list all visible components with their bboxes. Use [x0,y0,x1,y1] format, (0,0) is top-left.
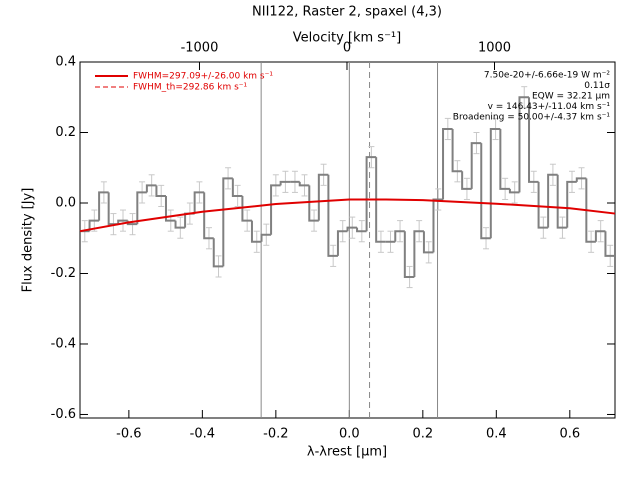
spectrum-bin [98,191,109,221]
spectrum-bin [489,127,501,239]
x2-tick-label: -1000 [181,41,219,56]
spectrum-bin [422,231,434,254]
spectrum-bin [317,173,329,221]
x-tick-label: -0.4 [190,427,215,442]
plot-frame [79,61,616,419]
y-tick-label: 0.0 [55,195,76,210]
spectrum-bin [270,184,281,235]
x-axis-label: λ-λrest [μm] [307,445,387,460]
spectrum-bin [327,174,338,257]
x2-tick-label: 0 [343,41,351,56]
annotation: 0.11σ [584,81,610,91]
spectrum-bin [594,230,606,242]
spectrum-bin [365,156,377,232]
spectrum-bin [556,174,568,229]
spectrum-bin [88,219,100,232]
spectrum-bin [375,157,386,243]
y-tick-label: 0.2 [55,125,76,140]
spectrum-bin [212,238,224,268]
spectrum-bin [193,191,205,214]
spectrum-bin [508,188,520,194]
spectrum-bin [174,220,186,229]
fit-line [79,198,616,233]
spectrum-bin [145,184,157,193]
spectrum-bin [499,128,510,190]
y-axis-label: Flux density [Jy] [21,188,36,293]
spectrum-bin [575,177,587,182]
spectrum-bin [336,230,348,256]
y-tick-label: -0.2 [51,266,76,281]
spectrum-bin [432,198,444,253]
spectrum-bin [451,128,463,173]
x-tick-label: -0.6 [116,427,141,442]
legend-label: FWHM_th=292.86 km s⁻¹ [133,83,248,93]
spectrum-bin [308,185,319,222]
spectrum-bin [470,142,482,189]
spectrum-bin [518,96,530,193]
spectrum-bin [298,181,310,187]
spectrum-bin [461,171,472,190]
x-tick-label: 0.4 [486,427,507,442]
spectrum-bin [528,97,539,183]
spectrum-bin [346,226,358,232]
annotation: v = 146.43+/-11.04 km s⁻¹ [488,102,611,112]
y-tick-label: -0.6 [51,407,76,422]
chart-title: NII122, Raster 2, spaxel (4,3) [252,5,442,20]
x2-tick-label: 1000 [478,41,511,56]
spectrum-bin [164,195,176,222]
y-tick-label: -0.4 [51,336,76,351]
y-tick-label: 0.4 [55,55,76,70]
spectrum-bin [585,178,596,243]
spectrum-bin [279,180,291,186]
spectrum-bin [260,233,272,242]
spectrum-bin [155,185,166,197]
annotation: 7.50e-20+/-6.66e-19 W m⁻² [484,71,611,81]
x-tick-label: -0.2 [263,427,288,442]
spectrum-bin [547,173,558,228]
spectrum-bin [394,230,405,242]
spectrum-bin [413,230,424,278]
spectrum-bin [480,143,491,240]
x-tick-label: 0.2 [412,427,433,442]
spectrum-bin [117,219,128,225]
spectrum-bin [604,231,615,257]
spectrum-bin [537,181,549,229]
spectrum-bin [231,178,243,197]
annotation: EQW = 32.21 μm [532,92,610,102]
spectrum-bin [203,192,214,240]
spectrum-bin [356,227,367,233]
annotation: Broadening = 50.00+/-4.37 km s⁻¹ [453,113,611,123]
spectrum-bin [241,195,252,222]
spectrum-bin [250,220,262,243]
spectrum-bin [442,127,453,200]
spectrum-bin [566,180,577,228]
spectrum-bin [136,191,147,225]
spectrum-bin [403,231,415,279]
legend-label: FWHM=297.09+/-26.00 km s⁻¹ [133,72,273,82]
x-tick-label: 0.6 [559,427,580,442]
x2-axis-label: Velocity [km s⁻¹] [293,31,401,46]
x-tick-label: 0.0 [339,427,360,442]
spectrum-bin [222,177,233,267]
